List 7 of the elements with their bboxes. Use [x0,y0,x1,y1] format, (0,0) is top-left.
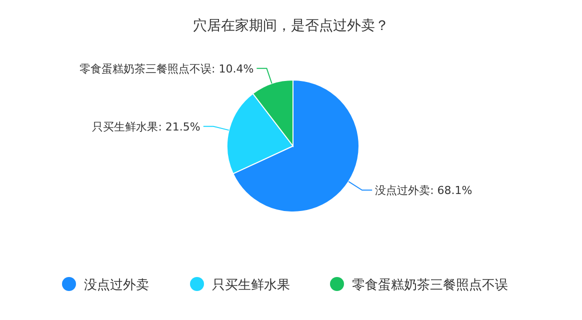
category-label: 零食蛋糕奶茶三餐照点不误: 10.4% [80,62,254,76]
legend-label: 没点过外卖 [84,278,149,293]
category-label: 只买生鲜水果: 21.5% [92,120,200,134]
category-label: 没点过外卖: 68.1% [375,184,472,198]
legend-label: 零食蛋糕奶茶三餐照点不误 [352,278,508,293]
title: 穴居在家期间，是否点过外卖？ [193,18,389,34]
legend-label: 只买生鲜水果 [212,278,290,293]
